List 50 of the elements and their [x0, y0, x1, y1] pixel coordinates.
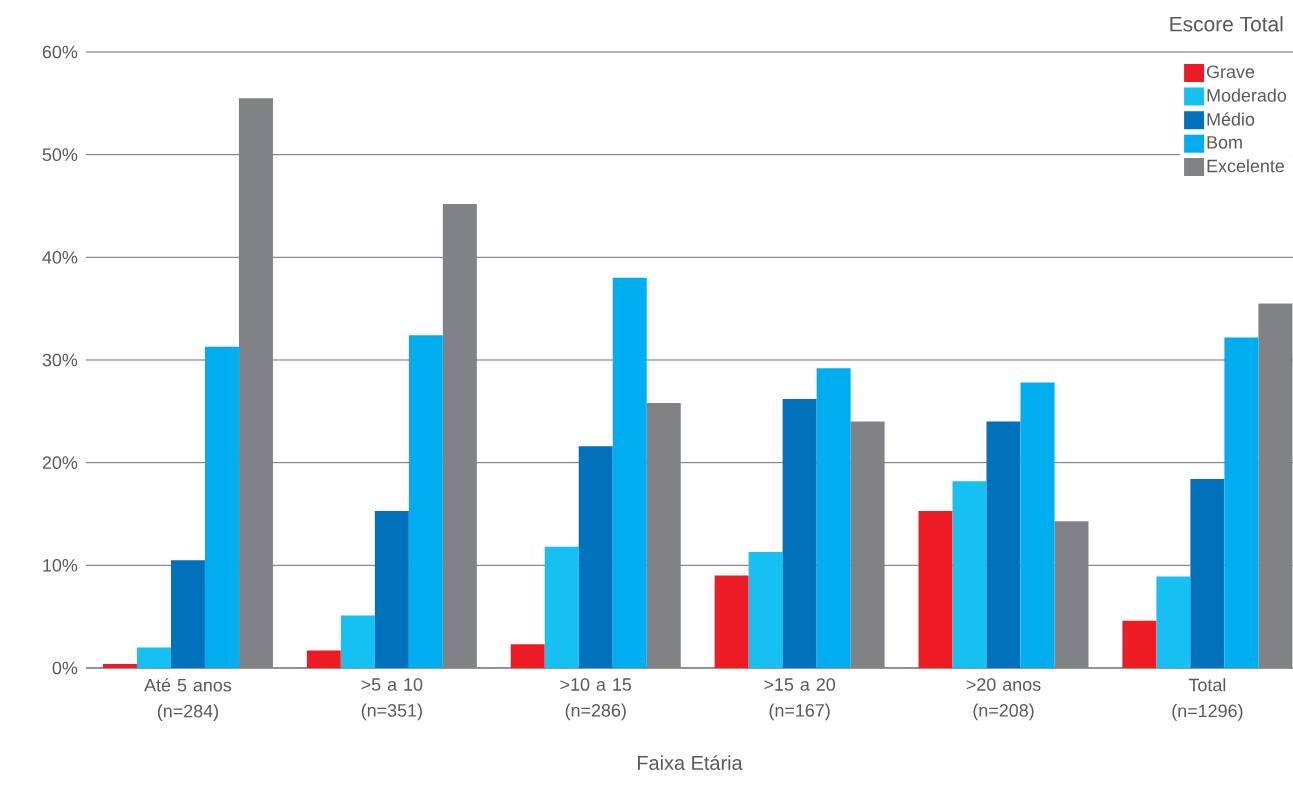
- y-tick-label: 0%: [52, 661, 78, 675]
- bar: [612, 277, 647, 668]
- y-tick-label: 40%: [42, 250, 78, 264]
- bar: [1258, 303, 1293, 668]
- bar: [442, 203, 477, 668]
- bar: [1190, 479, 1225, 668]
- legend-label: Médio: [1207, 112, 1255, 126]
- bar: [204, 346, 239, 668]
- y-tick-label: 20%: [42, 456, 78, 469]
- bar: [1054, 521, 1089, 668]
- bar: [408, 335, 443, 668]
- bar: [510, 644, 545, 668]
- bar: [646, 403, 681, 668]
- bar: [1020, 382, 1055, 668]
- bar: [748, 551, 783, 668]
- bar: [850, 421, 885, 668]
- bar: [918, 510, 953, 668]
- legend-label: Grave: [1206, 65, 1255, 79]
- bar: [340, 615, 375, 668]
- bar: [1122, 620, 1157, 668]
- legend-label: Moderado: [1207, 88, 1287, 102]
- x-tick-label: Até 5 anos (n=284): [144, 678, 232, 721]
- bar: [306, 650, 341, 668]
- x-tick-label: >20 anos (n=208): [966, 678, 1041, 721]
- bar: [136, 647, 171, 668]
- y-tick-label: 30%: [42, 353, 78, 367]
- bar: [782, 399, 817, 668]
- y-tick-label: 60%: [42, 45, 78, 59]
- bar: [578, 446, 613, 668]
- legend-title: Escore Total: [1170, 16, 1283, 32]
- x-tick-label: Total (n=1296): [1172, 678, 1243, 721]
- x-tick-label: >10 a 15 (n=286): [560, 678, 632, 721]
- x-tick-label: >15 a 20 (n=167): [764, 678, 836, 721]
- bar: [714, 575, 749, 668]
- x-axis-title: Faixa Etária: [638, 755, 743, 770]
- legend-label: Bom: [1207, 136, 1242, 149]
- bar: [816, 368, 851, 668]
- bar: [1224, 337, 1259, 668]
- bar: [544, 546, 579, 668]
- y-tick-label: 50%: [42, 148, 78, 161]
- bar: [102, 663, 137, 668]
- bar: [374, 510, 409, 668]
- bar: [986, 421, 1021, 668]
- bar: [238, 98, 273, 668]
- bar: [170, 560, 205, 668]
- bar: [952, 481, 987, 668]
- legend-label: Excelente: [1207, 159, 1285, 173]
- x-tick-label: >5 a 10 (n=351): [361, 678, 423, 721]
- y-tick-label: 10%: [43, 558, 78, 572]
- bar: [1156, 576, 1191, 668]
